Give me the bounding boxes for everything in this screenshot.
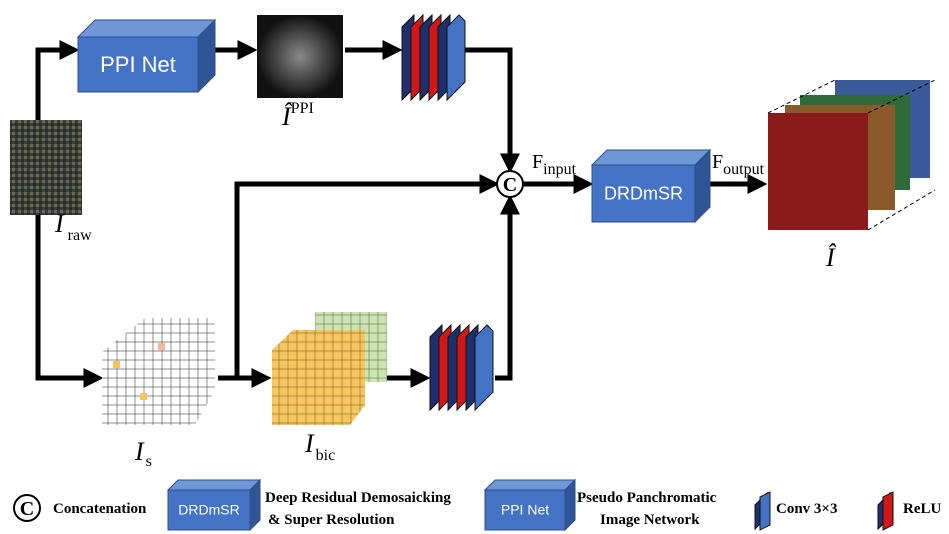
is-cube [102,318,215,425]
legend-text: Conv 3×3 [776,501,837,517]
legend-text: ReLU [903,501,941,517]
layer [447,15,465,100]
cube-top [592,150,710,165]
label: Finput [532,151,577,178]
legend-concat-letter: C [20,498,34,520]
cube-label: PPI Net [100,52,176,77]
legend-text: Image Network [600,512,700,528]
ppi-image [257,15,343,98]
cube-top [168,480,260,490]
output-stack [768,80,935,230]
diagram: PPI NetDRDmSRDRDmSRPPI Net C ÎPPI Iraw I… [0,0,949,534]
raw-image [10,120,82,215]
legend-text: Concatenation [53,501,147,517]
cube-label: DRDmSR [178,502,239,518]
legend-text: Deep Residual Demosaicking [265,490,451,506]
layer [883,492,893,530]
cube-top [485,480,575,490]
layer [760,492,770,530]
label: ÎPPI [281,100,314,131]
layer [475,325,493,410]
ibic-cube [272,312,387,425]
concat-symbol: C [503,174,517,196]
cube-label: PPI Net [501,502,549,518]
cube-label: DRDmSR [604,184,683,204]
label: Î [825,243,837,272]
cube-top [78,20,215,37]
label: Foutput [712,151,765,178]
legend-text: Pseudo Panchromatic [577,490,717,506]
legend-text: & Super Resolution [268,512,395,528]
